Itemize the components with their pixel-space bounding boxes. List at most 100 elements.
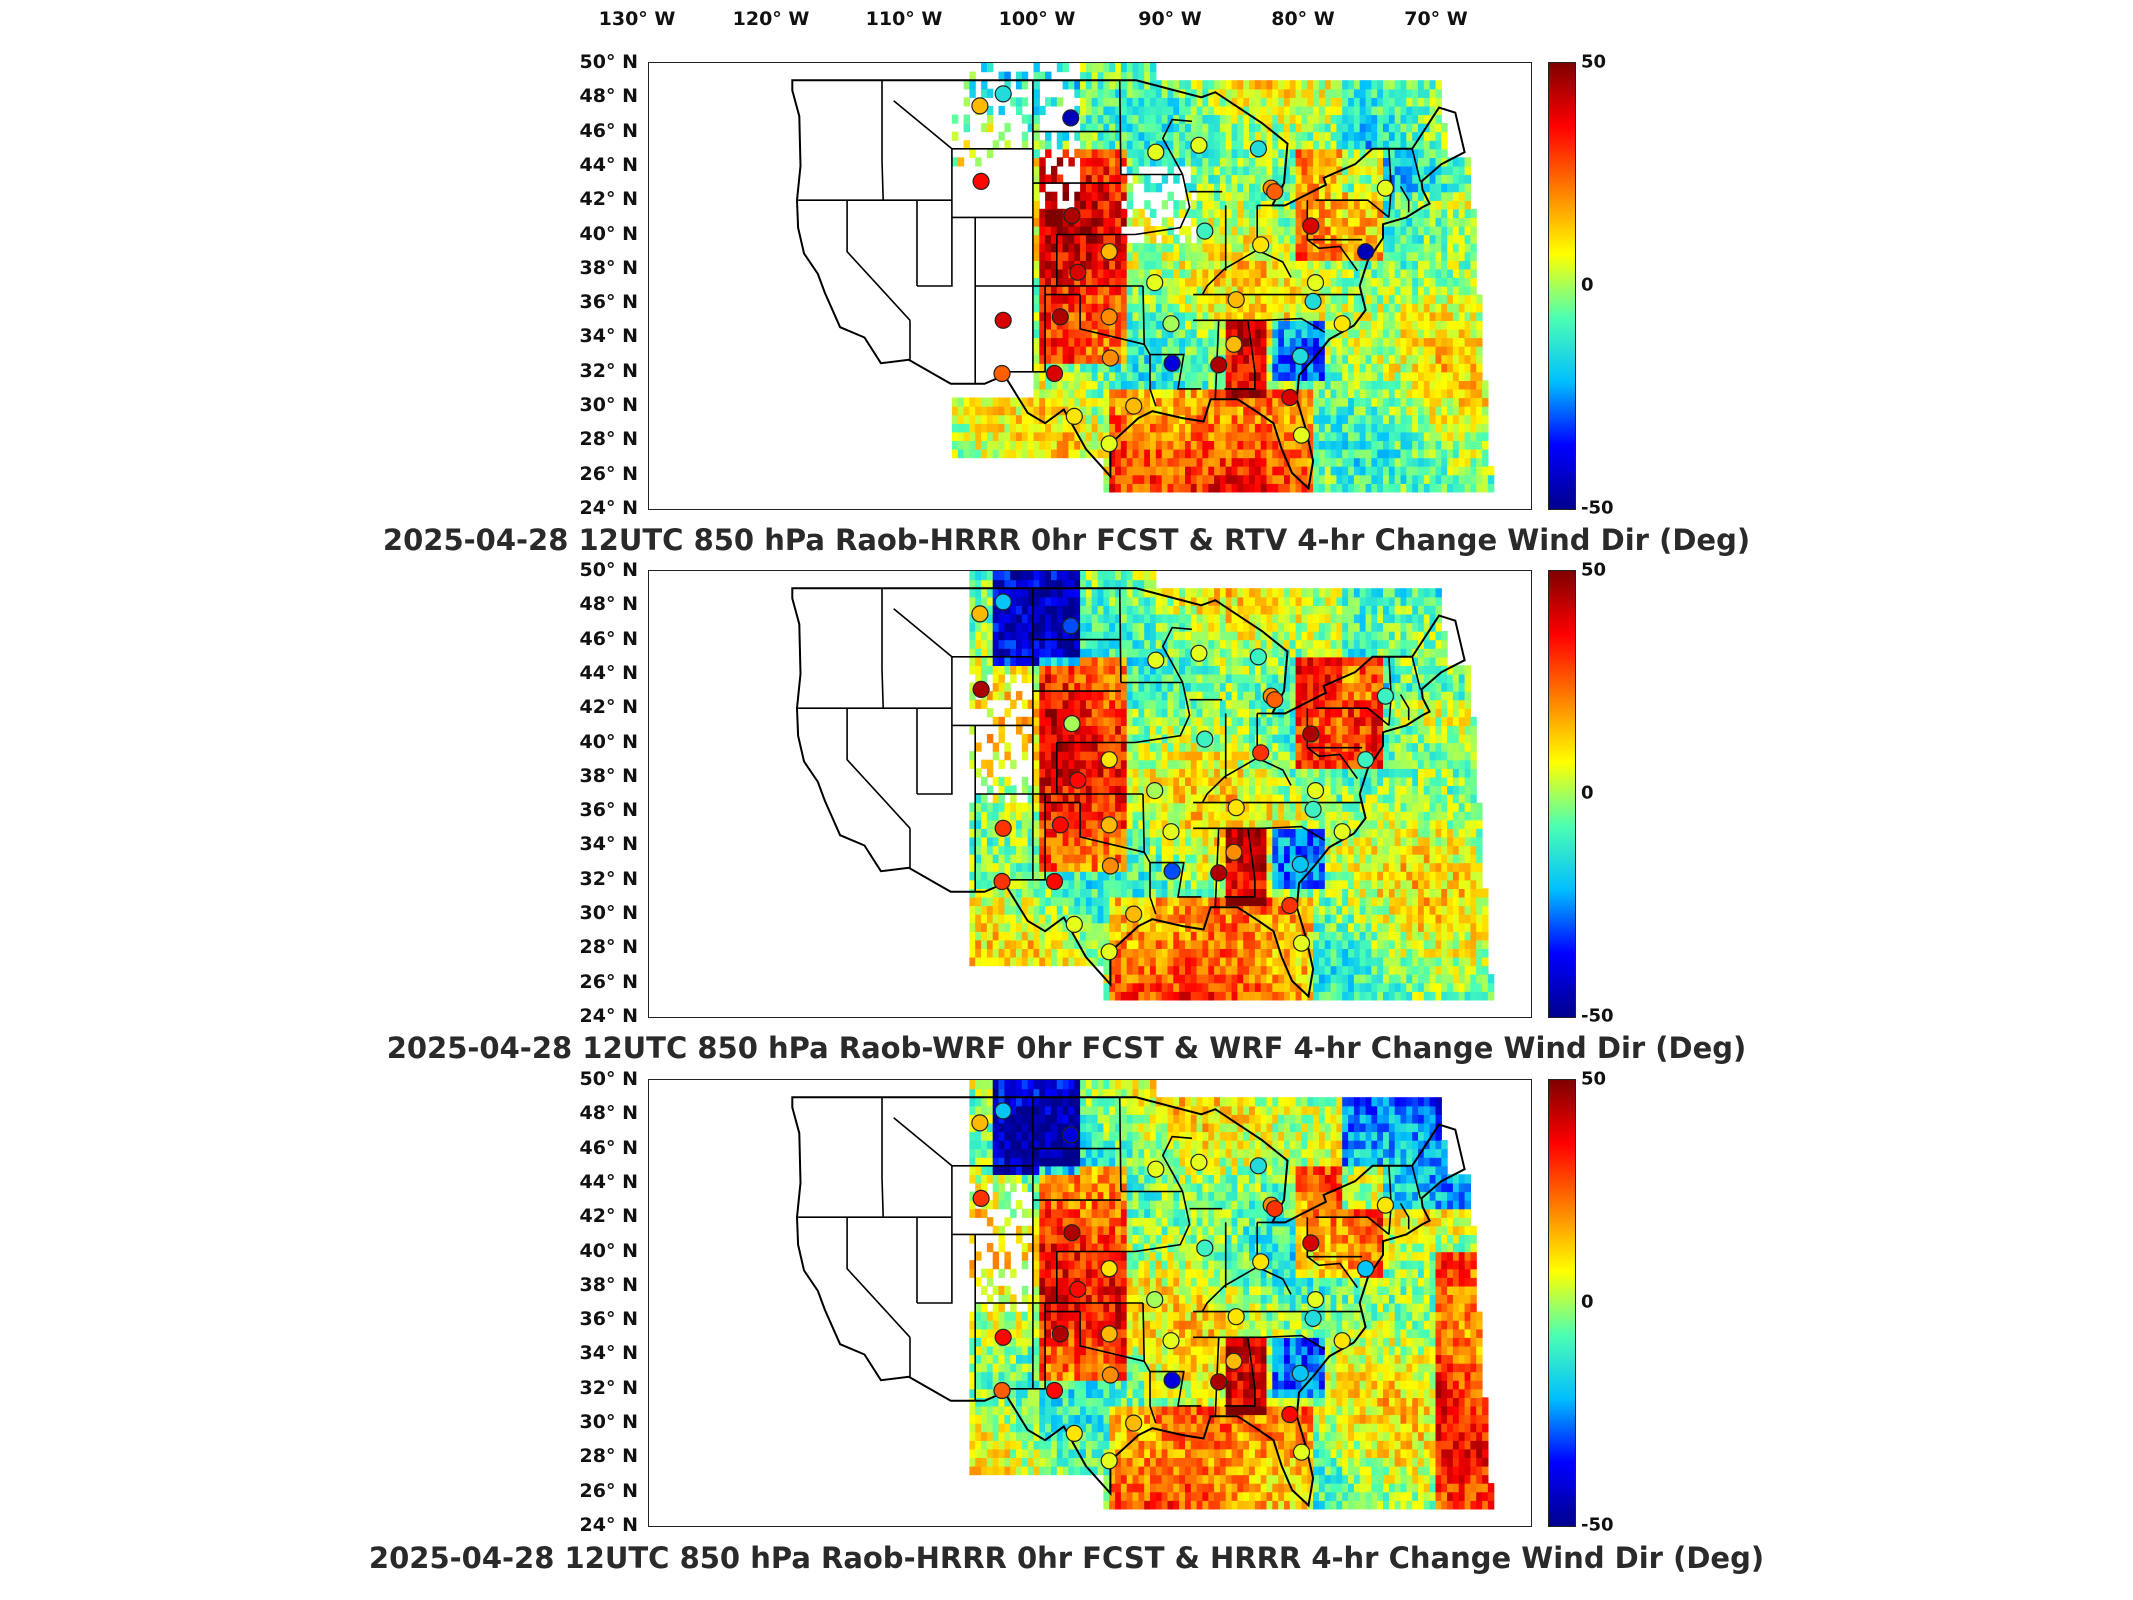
raob-station-marker <box>1252 236 1270 254</box>
state-boundary <box>881 588 884 709</box>
state-boundary <box>1079 294 1145 346</box>
state-boundary <box>1399 694 1410 721</box>
raob-station-marker <box>1051 308 1069 326</box>
raob-station-marker <box>1147 1160 1165 1178</box>
state-boundary <box>893 1117 953 1167</box>
raob-station-marker <box>1302 725 1320 743</box>
latitude-label: 50° N <box>579 51 638 73</box>
colorbar-tick-label: 0 <box>1581 782 1594 804</box>
latitude-label: 36° N <box>579 291 638 314</box>
state-boundary <box>846 1217 911 1338</box>
state-boundary <box>917 148 953 287</box>
longitude-label: 90° W <box>1138 8 1202 30</box>
colorbar-tick-label: 0 <box>1581 1291 1594 1313</box>
raob-station-marker <box>972 1189 990 1208</box>
longitude-label: 110° W <box>865 8 943 30</box>
state-boundary <box>1150 1370 1202 1407</box>
raob-station-marker <box>1100 1325 1118 1343</box>
longitude-label: 80° W <box>1271 8 1335 30</box>
raob-station-marker <box>1190 136 1208 154</box>
latitude-label: 26° N <box>579 1479 638 1502</box>
raob-station-marker <box>1163 862 1181 880</box>
latitude-label: 24° N <box>579 497 638 519</box>
state-boundary <box>893 100 953 150</box>
raob-station-marker <box>1291 855 1309 873</box>
state-boundary <box>1218 827 1256 898</box>
state-boundary <box>1003 1303 1046 1390</box>
state-boundary <box>1399 186 1410 213</box>
raob-station-marker <box>1062 1126 1080 1144</box>
state-boundary <box>1218 1336 1256 1407</box>
state-boundary <box>881 1097 884 1218</box>
raob-station-marker <box>1065 407 1083 425</box>
latitude-label: 32° N <box>579 867 638 890</box>
wind-direction-field <box>969 571 1495 1001</box>
raob-station-marker <box>1162 315 1180 333</box>
raob-station-marker <box>1227 799 1245 817</box>
latitude-label: 48° N <box>579 85 638 108</box>
raob-station-marker <box>1101 1366 1119 1384</box>
raob-station-marker <box>1227 1308 1245 1326</box>
latitude-label: 44° N <box>579 153 638 176</box>
state-boundary <box>1247 317 1326 333</box>
latitude-label: 38° N <box>579 764 638 787</box>
map-canvas <box>791 571 1495 1001</box>
state-boundary <box>1079 1311 1145 1363</box>
latitude-label: 46° N <box>579 1136 638 1159</box>
raob-station-marker <box>1162 823 1180 841</box>
raob-station-marker <box>1266 691 1284 709</box>
raob-station-marker <box>1051 816 1069 834</box>
raob-station-marker <box>1101 349 1119 367</box>
raob-station-marker <box>1249 648 1268 666</box>
raob-station-marker <box>1281 1405 1299 1424</box>
raob-station-marker <box>1100 243 1118 261</box>
raob-station-marker <box>1281 388 1299 407</box>
panel-title: 2025-04-28 12UTC 850 hPa Raob-HRRR 0hr F… <box>382 523 1751 557</box>
raob-station-marker <box>1062 617 1080 635</box>
state-boundary <box>1003 286 1046 373</box>
longitude-label: 70° W <box>1404 8 1468 30</box>
colorbar-tick-label: 0 <box>1581 274 1594 296</box>
raob-station-marker <box>1063 715 1081 733</box>
latitude-label: 42° N <box>579 696 638 719</box>
raob-station-marker <box>1100 751 1118 769</box>
latitude-label: 38° N <box>579 1273 638 1296</box>
raob-station-marker <box>1306 1291 1325 1309</box>
raob-station-marker <box>1291 1364 1309 1382</box>
raob-station-marker <box>1100 1260 1118 1278</box>
raob-station-marker <box>1227 291 1245 309</box>
latitude-label: 30° N <box>579 1411 638 1434</box>
state-boundary <box>846 708 911 829</box>
state-boundary <box>1399 1203 1410 1230</box>
raob-station-marker <box>1292 1443 1311 1461</box>
state-boundary <box>1247 825 1326 841</box>
raob-station-marker <box>1225 843 1243 861</box>
raob-station-marker <box>1045 872 1064 891</box>
latitude-label: 40° N <box>579 730 638 753</box>
longitude-axis: 130° W 120° W 110° W 100° W 90° W 80° W 70° W <box>0 0 2133 40</box>
state-boundary <box>1161 1135 1192 1192</box>
colorbar <box>1548 1079 1576 1527</box>
latitude-label: 32° N <box>579 1376 638 1399</box>
raob-station-marker <box>1125 905 1143 923</box>
raob-station-marker <box>1196 1239 1214 1257</box>
latitude-label: 50° N <box>579 559 638 581</box>
colorbar-tick-label: 50 <box>1581 1068 1607 1090</box>
raob-station-marker <box>1225 335 1243 353</box>
raob-station-marker <box>1302 1234 1320 1252</box>
raob-station-marker <box>1062 109 1080 127</box>
panel-title: 2025-04-28 12UTC 850 hPa Raob-WRF 0hr FC… <box>386 1031 1747 1065</box>
colorbar <box>1548 62 1576 510</box>
raob-station-marker <box>1281 896 1299 915</box>
state-boundary <box>1134 1191 1191 1253</box>
raob-station-marker <box>1100 435 1118 453</box>
latitude-label: 30° N <box>579 902 638 925</box>
raob-station-marker <box>1356 243 1375 261</box>
latitude-label: 38° N <box>579 256 638 279</box>
latitude-label: 36° N <box>579 1308 638 1331</box>
raob-station-marker <box>1069 1280 1087 1298</box>
raob-station-marker <box>1146 1291 1164 1309</box>
raob-station-marker <box>1210 356 1228 374</box>
latitude-label: 24° N <box>579 1514 638 1536</box>
raob-station-marker <box>1100 943 1118 961</box>
